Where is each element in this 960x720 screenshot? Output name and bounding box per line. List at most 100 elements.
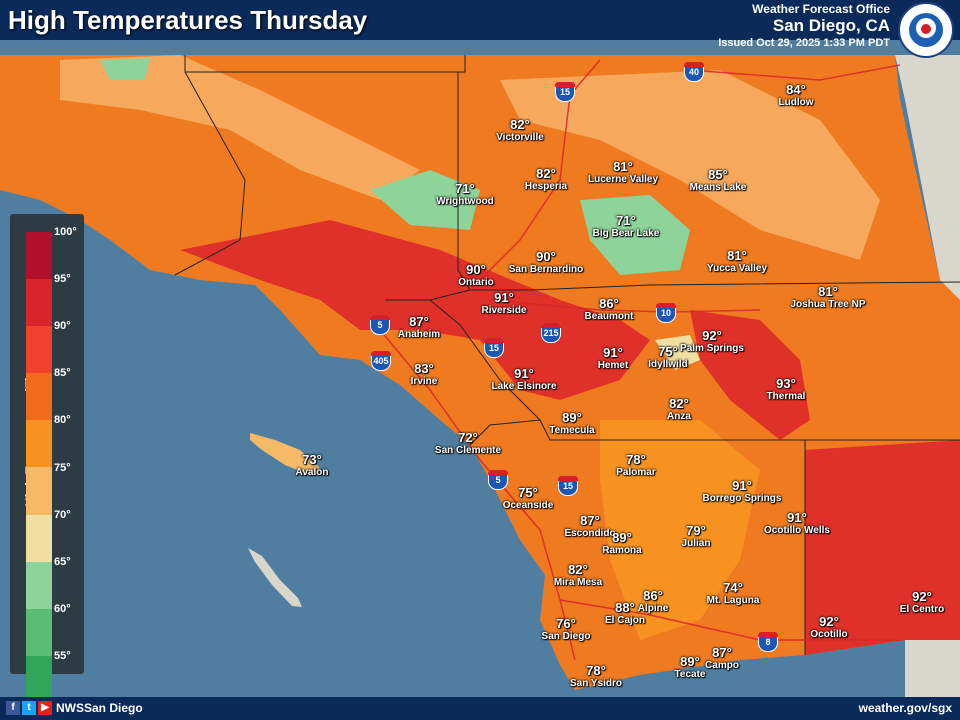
city-name: Palomar: [616, 467, 656, 478]
city-name: Hemet: [597, 360, 629, 371]
legend-tick: 95°: [54, 273, 71, 286]
legend-tick: 60°: [54, 602, 71, 615]
city-name: Wrightwood: [436, 196, 494, 207]
legend-tick: 70°: [54, 508, 71, 521]
city-temperature: 90°: [466, 262, 486, 277]
city-name: Campo: [705, 660, 739, 671]
city-name: San Bernardino: [508, 264, 584, 275]
city-temperature: 89°: [562, 410, 582, 425]
legend-swatch: [26, 655, 52, 703]
city-temperature: 72°: [458, 430, 478, 445]
interstate-shield-icon: 405: [371, 351, 391, 371]
city-temperature: 91°: [494, 290, 514, 305]
city-name: Irvine: [410, 376, 438, 387]
city-name: Mira Mesa: [553, 577, 603, 588]
legend-swatch: [26, 514, 52, 562]
legend-tick: 100°: [54, 226, 77, 238]
office-location: San Diego, CA: [772, 16, 890, 35]
city-temperature: 76°: [556, 616, 576, 631]
city-temperature: 86°: [643, 588, 663, 603]
interstate-shield-icon: 10: [656, 303, 676, 323]
legend-swatch: [26, 373, 52, 421]
city-name: San Clemente: [434, 445, 502, 456]
city-temperature: 85°: [708, 167, 728, 182]
header-bar: High Temperatures Thursday Weather Forec…: [0, 0, 960, 40]
city-temperature: 71°: [616, 213, 636, 228]
city-temperature: 82°: [536, 166, 556, 181]
city-temperature: 91°: [732, 478, 752, 493]
interstate-shield-icon: 15: [558, 476, 578, 496]
city-temperature: 81°: [727, 248, 747, 263]
city-name: Lucerne Valley: [587, 174, 659, 185]
city-temperature: 82°: [568, 562, 588, 577]
city-temperature: 78°: [586, 663, 606, 678]
legend-tick: 75°: [54, 461, 71, 474]
city-temperature: 81°: [818, 284, 838, 299]
city-temperature: 88°: [615, 600, 635, 615]
facebook-icon[interactable]: f: [6, 701, 20, 715]
city-name: Big Bear Lake: [592, 228, 660, 239]
city-name: Alpine: [637, 603, 669, 614]
city-name: El Centro: [899, 604, 945, 615]
social-icons: f t ▶: [6, 701, 52, 715]
city-temperature: 91°: [787, 510, 807, 525]
social-handle[interactable]: NWSSan Diego: [56, 701, 143, 715]
city-name: San Diego: [541, 631, 591, 642]
city-temperature: 91°: [603, 345, 623, 360]
legend-swatch: [26, 420, 52, 468]
city-temperature: 82°: [510, 117, 530, 132]
city-temperature: 89°: [680, 654, 700, 669]
city-temperature: 92°: [702, 328, 722, 343]
interstate-shield-icon: 15: [484, 338, 504, 358]
city-name: Victorville: [496, 132, 544, 143]
city-name: Ludlow: [778, 97, 814, 108]
youtube-icon[interactable]: ▶: [38, 701, 52, 715]
city-temperature: 75°: [518, 485, 538, 500]
city-temperature: 87°: [409, 314, 429, 329]
city-name: Means Lake: [689, 182, 747, 193]
city-name: Anza: [667, 411, 691, 422]
city-name: Thermal: [766, 391, 806, 402]
city-temperature: 79°: [686, 523, 706, 538]
interstate-shield-icon: 5: [370, 315, 390, 335]
city-name: Anaheim: [397, 329, 441, 340]
city-temperature: 84°: [786, 82, 806, 97]
city-name: Lake Elsinore: [491, 381, 557, 392]
city-temperature: 73°: [302, 452, 322, 467]
legend-tick: 55°: [54, 649, 71, 662]
city-name: Ocotillo Wells: [764, 525, 830, 536]
legend-color-bar: [26, 232, 52, 703]
page-title: High Temperatures Thursday: [8, 5, 368, 35]
website-link[interactable]: weather.gov/sgx: [858, 701, 952, 715]
city-temperature: 89°: [612, 530, 632, 545]
twitter-icon[interactable]: t: [22, 701, 36, 715]
city-temperature: 75°: [658, 344, 678, 359]
issued-time: Issued Oct 29, 2025 1:33 PM PDT: [718, 37, 890, 49]
city-temperature: 92°: [819, 614, 839, 629]
legend-swatch: [26, 467, 52, 515]
legend-swatch: [26, 279, 52, 327]
city-name: Beaumont: [584, 311, 634, 322]
city-temperature: 87°: [712, 645, 732, 660]
interstate-shield-icon: 15: [555, 82, 575, 102]
legend-swatch: [26, 326, 52, 374]
city-name: Escondido: [564, 528, 616, 539]
legend-tick: 80°: [54, 414, 71, 427]
city-name: Joshua Tree NP: [790, 299, 866, 310]
city-name: Hesperia: [524, 181, 568, 192]
footer-bar: f t ▶ NWSSan Diego weather.gov/sgx: [0, 697, 960, 720]
city-temperature: 87°: [580, 513, 600, 528]
nws-logo-icon: [898, 2, 954, 58]
city-name: Temecula: [549, 425, 595, 436]
city-temperature: 90°: [536, 249, 556, 264]
office-label: Weather Forecast Office: [752, 2, 890, 16]
city-temperature: 83°: [414, 361, 434, 376]
city-temperature: 91°: [514, 366, 534, 381]
city-name: Avalon: [295, 467, 329, 478]
legend-tick: 90°: [54, 320, 71, 333]
city-name: Ontario: [458, 277, 494, 288]
city-temperature: 93°: [776, 376, 796, 391]
city-name: Yucca Valley: [706, 263, 768, 274]
legend-swatch: [26, 561, 52, 609]
interstate-shield-icon: 8: [758, 632, 778, 652]
